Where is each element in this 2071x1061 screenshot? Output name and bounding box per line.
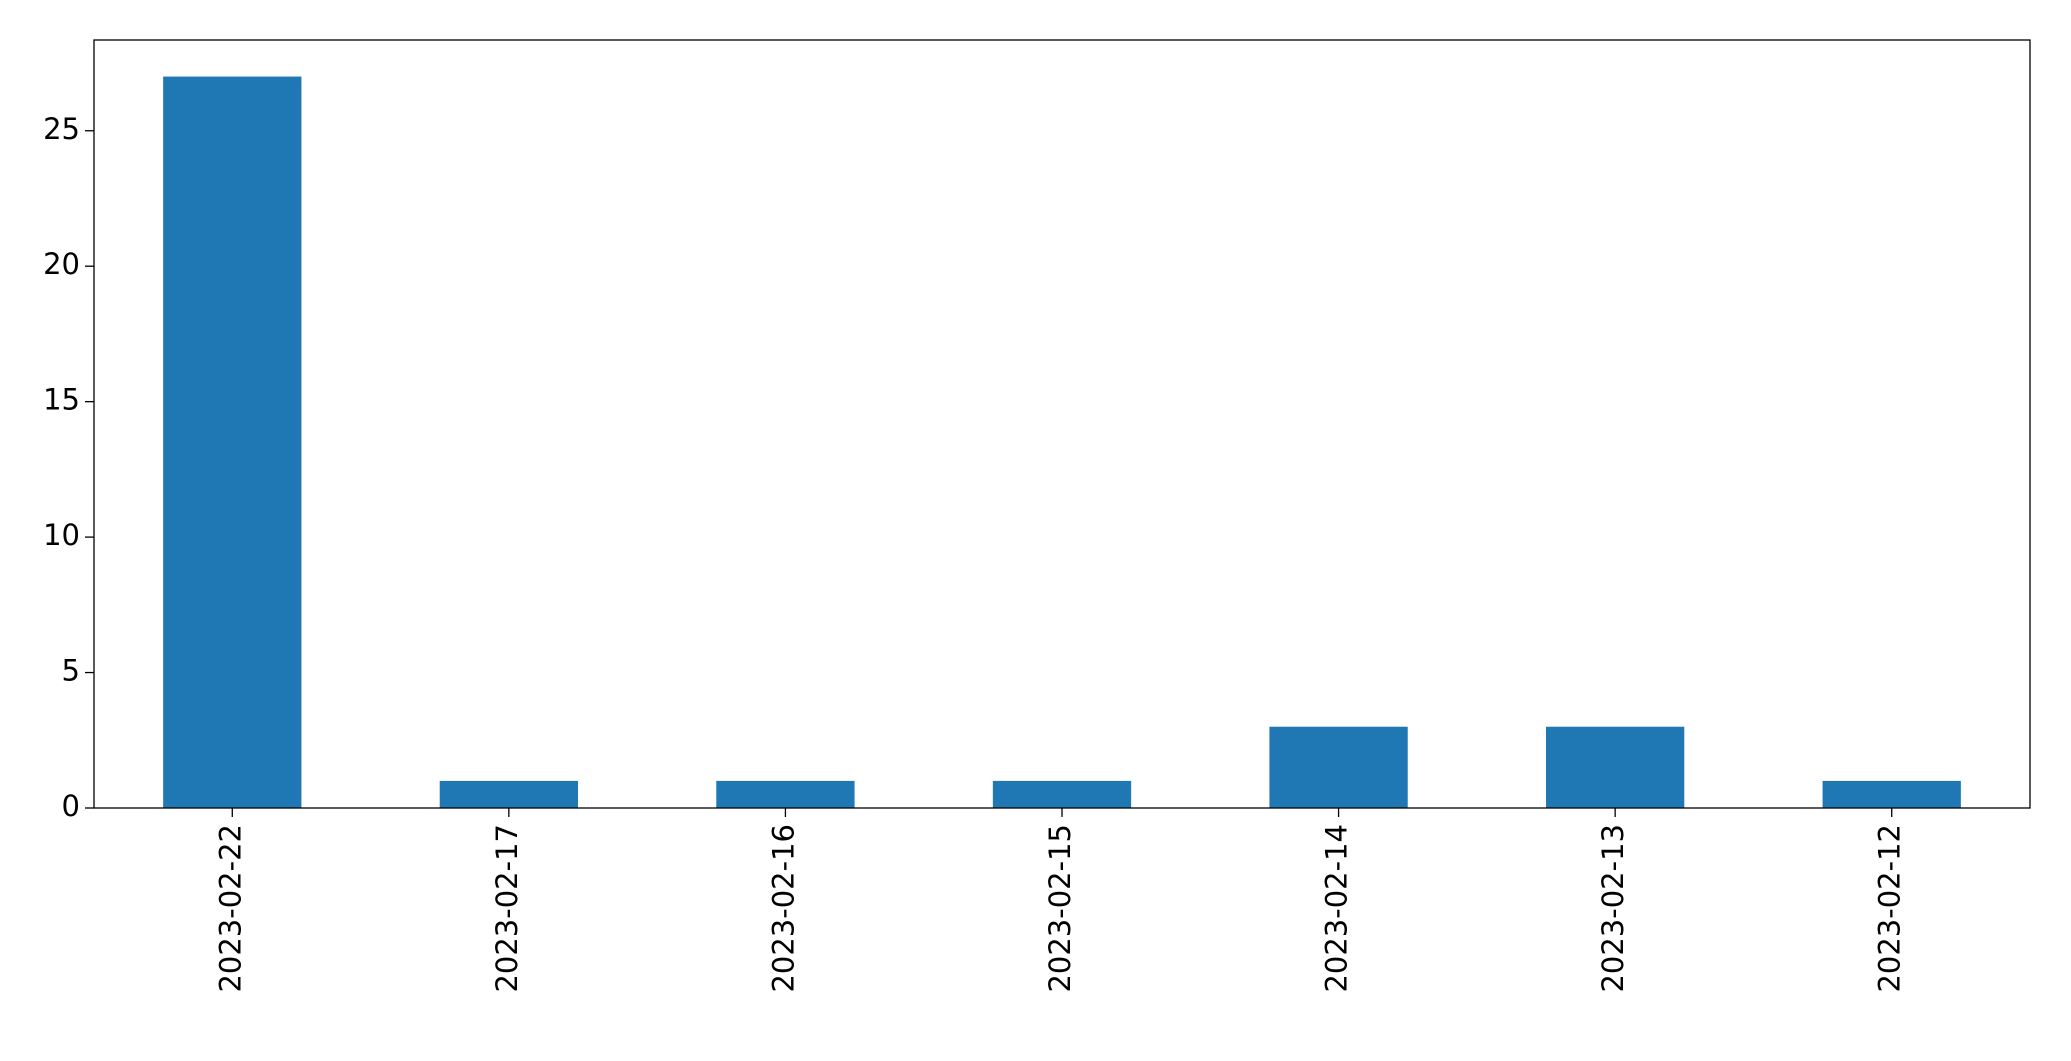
bar <box>716 780 855 808</box>
x-tick-label: 2023-02-12 <box>1873 824 1907 993</box>
y-tick-label: 20 <box>43 247 80 281</box>
x-tick-label: 2023-02-22 <box>213 824 247 993</box>
y-tick-label: 0 <box>62 789 80 823</box>
y-tick-label: 5 <box>62 654 80 688</box>
x-tick-label: 2023-02-16 <box>766 824 800 993</box>
x-tick-label: 2023-02-17 <box>490 824 524 993</box>
x-tick-label: 2023-02-13 <box>1596 824 1630 993</box>
bar <box>1822 780 1961 808</box>
bar <box>1546 726 1685 808</box>
bar <box>163 76 302 809</box>
y-tick-label: 15 <box>43 383 80 417</box>
x-tick-label: 2023-02-14 <box>1320 824 1354 993</box>
plot-frame <box>93 39 2031 809</box>
y-tick-label: 10 <box>43 518 80 552</box>
bar <box>992 780 1132 808</box>
y-tick-label: 25 <box>43 112 80 146</box>
x-tick-label: 2023-02-15 <box>1043 824 1077 993</box>
bar <box>439 780 578 808</box>
bar <box>1269 726 1408 808</box>
